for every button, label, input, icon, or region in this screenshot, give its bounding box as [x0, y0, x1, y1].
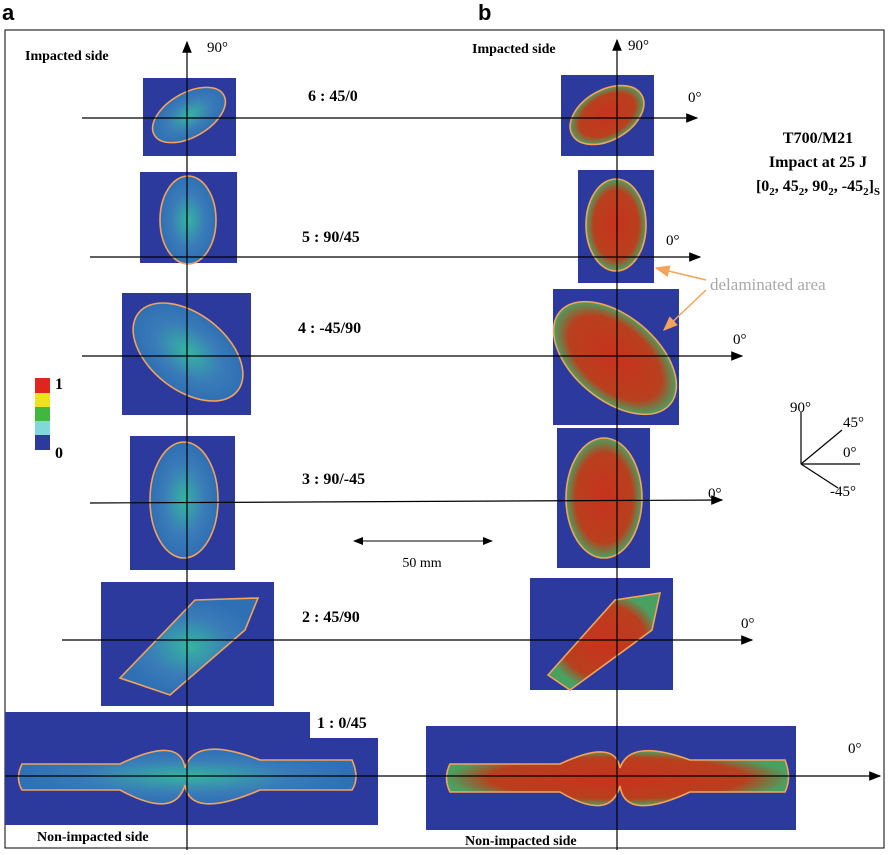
- annotation-arrow: [662, 289, 707, 332]
- panel-b: [426, 75, 796, 830]
- layup-subscript: 2: [863, 186, 869, 198]
- delamination: [569, 84, 645, 146]
- axis-label: 0°: [848, 741, 862, 757]
- scale-min: 0: [55, 445, 63, 462]
- panel-a: [5, 78, 378, 825]
- delamination: [585, 178, 647, 272]
- color-swatch: [35, 378, 50, 393]
- layup-subscript: 2: [769, 186, 775, 198]
- interface-label: 1 : 0/45: [317, 715, 367, 732]
- layup-text: , 45: [775, 178, 799, 195]
- layup-subscript: 2: [799, 186, 805, 198]
- layup-text: , 90: [804, 178, 828, 195]
- axis-label: 0°: [733, 332, 747, 348]
- delamination: [159, 175, 217, 265]
- side-label: Non-impacted side: [465, 834, 577, 849]
- side-label: Non-impacted side: [37, 830, 149, 845]
- axis-label: 0°: [688, 90, 702, 106]
- axis-label: 0°: [741, 616, 755, 632]
- interface-label: 6 : 45/0: [308, 88, 358, 105]
- color-swatch: [35, 407, 50, 421]
- layup: [02, 452, 902, -452]S: [756, 178, 880, 198]
- color-swatch: [35, 421, 50, 435]
- delamination: [552, 300, 678, 416]
- layup-text: [0: [756, 178, 769, 195]
- delamination: [149, 441, 219, 559]
- side-label: Impacted side: [472, 42, 556, 57]
- color-swatch: [35, 393, 50, 407]
- annotation: delaminated area: [710, 275, 826, 294]
- axes: [5, 38, 882, 850]
- annotation-arrow: [654, 265, 707, 281]
- interface-label: 2 : 45/90: [302, 609, 360, 626]
- frame: [4, 29, 885, 849]
- material: T700/M21: [783, 130, 853, 147]
- panel-label: a: [2, 0, 15, 25]
- axis-label: 0°: [708, 486, 722, 502]
- scale-max: 1: [55, 376, 63, 393]
- axis-label: 90°: [207, 40, 228, 56]
- direction-label: -45°: [830, 484, 856, 500]
- delamination: [132, 302, 244, 402]
- layup-text: , -45: [834, 178, 863, 195]
- impact: Impact at 25 J: [769, 154, 867, 171]
- axis-0: [89, 495, 724, 505]
- direction: [800, 463, 839, 489]
- delamination: [565, 437, 643, 559]
- axis-label: 0°: [666, 233, 680, 249]
- direction-label: 90°: [790, 400, 811, 416]
- color-scale: 1 0: [35, 376, 63, 462]
- layup-subscript: S: [874, 186, 880, 198]
- delamination: [546, 592, 662, 691]
- side-label: Impacted side: [25, 49, 109, 64]
- color-swatch: [35, 435, 50, 450]
- layup-subscript: 2: [828, 186, 834, 198]
- direction-label: 0°: [843, 445, 857, 461]
- direction: [800, 429, 843, 465]
- layup-text: ]: [869, 178, 874, 195]
- panel-label: b: [478, 0, 491, 25]
- delamination: [118, 597, 260, 696]
- orientation-key: 90° 45° 0° -45°: [790, 400, 864, 500]
- interface-label: 4 : -45/90: [298, 320, 361, 337]
- interface-labels: 6 : 45/0 5 : 90/45 4 : -45/90 3 : 90/-45…: [298, 88, 367, 732]
- interface-label: 3 : 90/-45: [302, 471, 365, 488]
- axis-label: 90°: [628, 38, 649, 54]
- scale-bar-label: 50 mm: [402, 556, 441, 571]
- interface-label: 5 : 90/45: [302, 229, 360, 246]
- direction-label: 45°: [843, 415, 864, 431]
- delamination: [151, 86, 227, 144]
